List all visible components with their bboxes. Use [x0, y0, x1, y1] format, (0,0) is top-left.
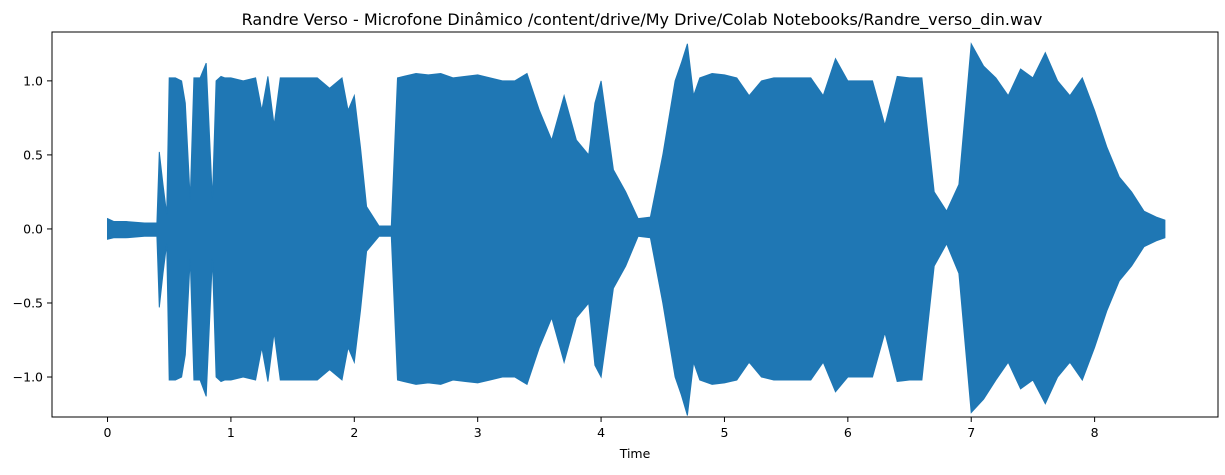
x-axis-label: Time	[619, 446, 651, 461]
x-tick-label: 0	[104, 425, 112, 440]
x-tick-label: 1	[227, 425, 235, 440]
y-axis: −1.0 −0.5 0.0 0.5 1.0	[13, 73, 52, 385]
y-tick-label: 1.0	[23, 73, 43, 88]
waveform-series	[107, 42, 1166, 416]
x-axis: 0 1 2 3 4 5 6 7 8	[104, 417, 1099, 440]
x-tick-label: 4	[597, 425, 605, 440]
y-tick-label: −1.0	[13, 370, 43, 385]
x-tick-label: 5	[720, 425, 728, 440]
chart-title: Randre Verso - Microfone Dinâmico /conte…	[242, 10, 1043, 30]
waveform-envelope-0	[107, 42, 1166, 416]
x-tick-label: 8	[1091, 425, 1099, 440]
y-tick-label: 0.5	[23, 147, 43, 162]
x-tick-label: 3	[474, 425, 482, 440]
y-tick-label: 0.0	[23, 221, 43, 236]
x-tick-label: 6	[844, 425, 852, 440]
plot-area	[51, 31, 1219, 418]
x-tick-label: 2	[350, 425, 358, 440]
x-tick-label: 7	[967, 425, 975, 440]
plot-frame	[51, 31, 1219, 418]
y-tick-label: −0.5	[13, 295, 43, 310]
